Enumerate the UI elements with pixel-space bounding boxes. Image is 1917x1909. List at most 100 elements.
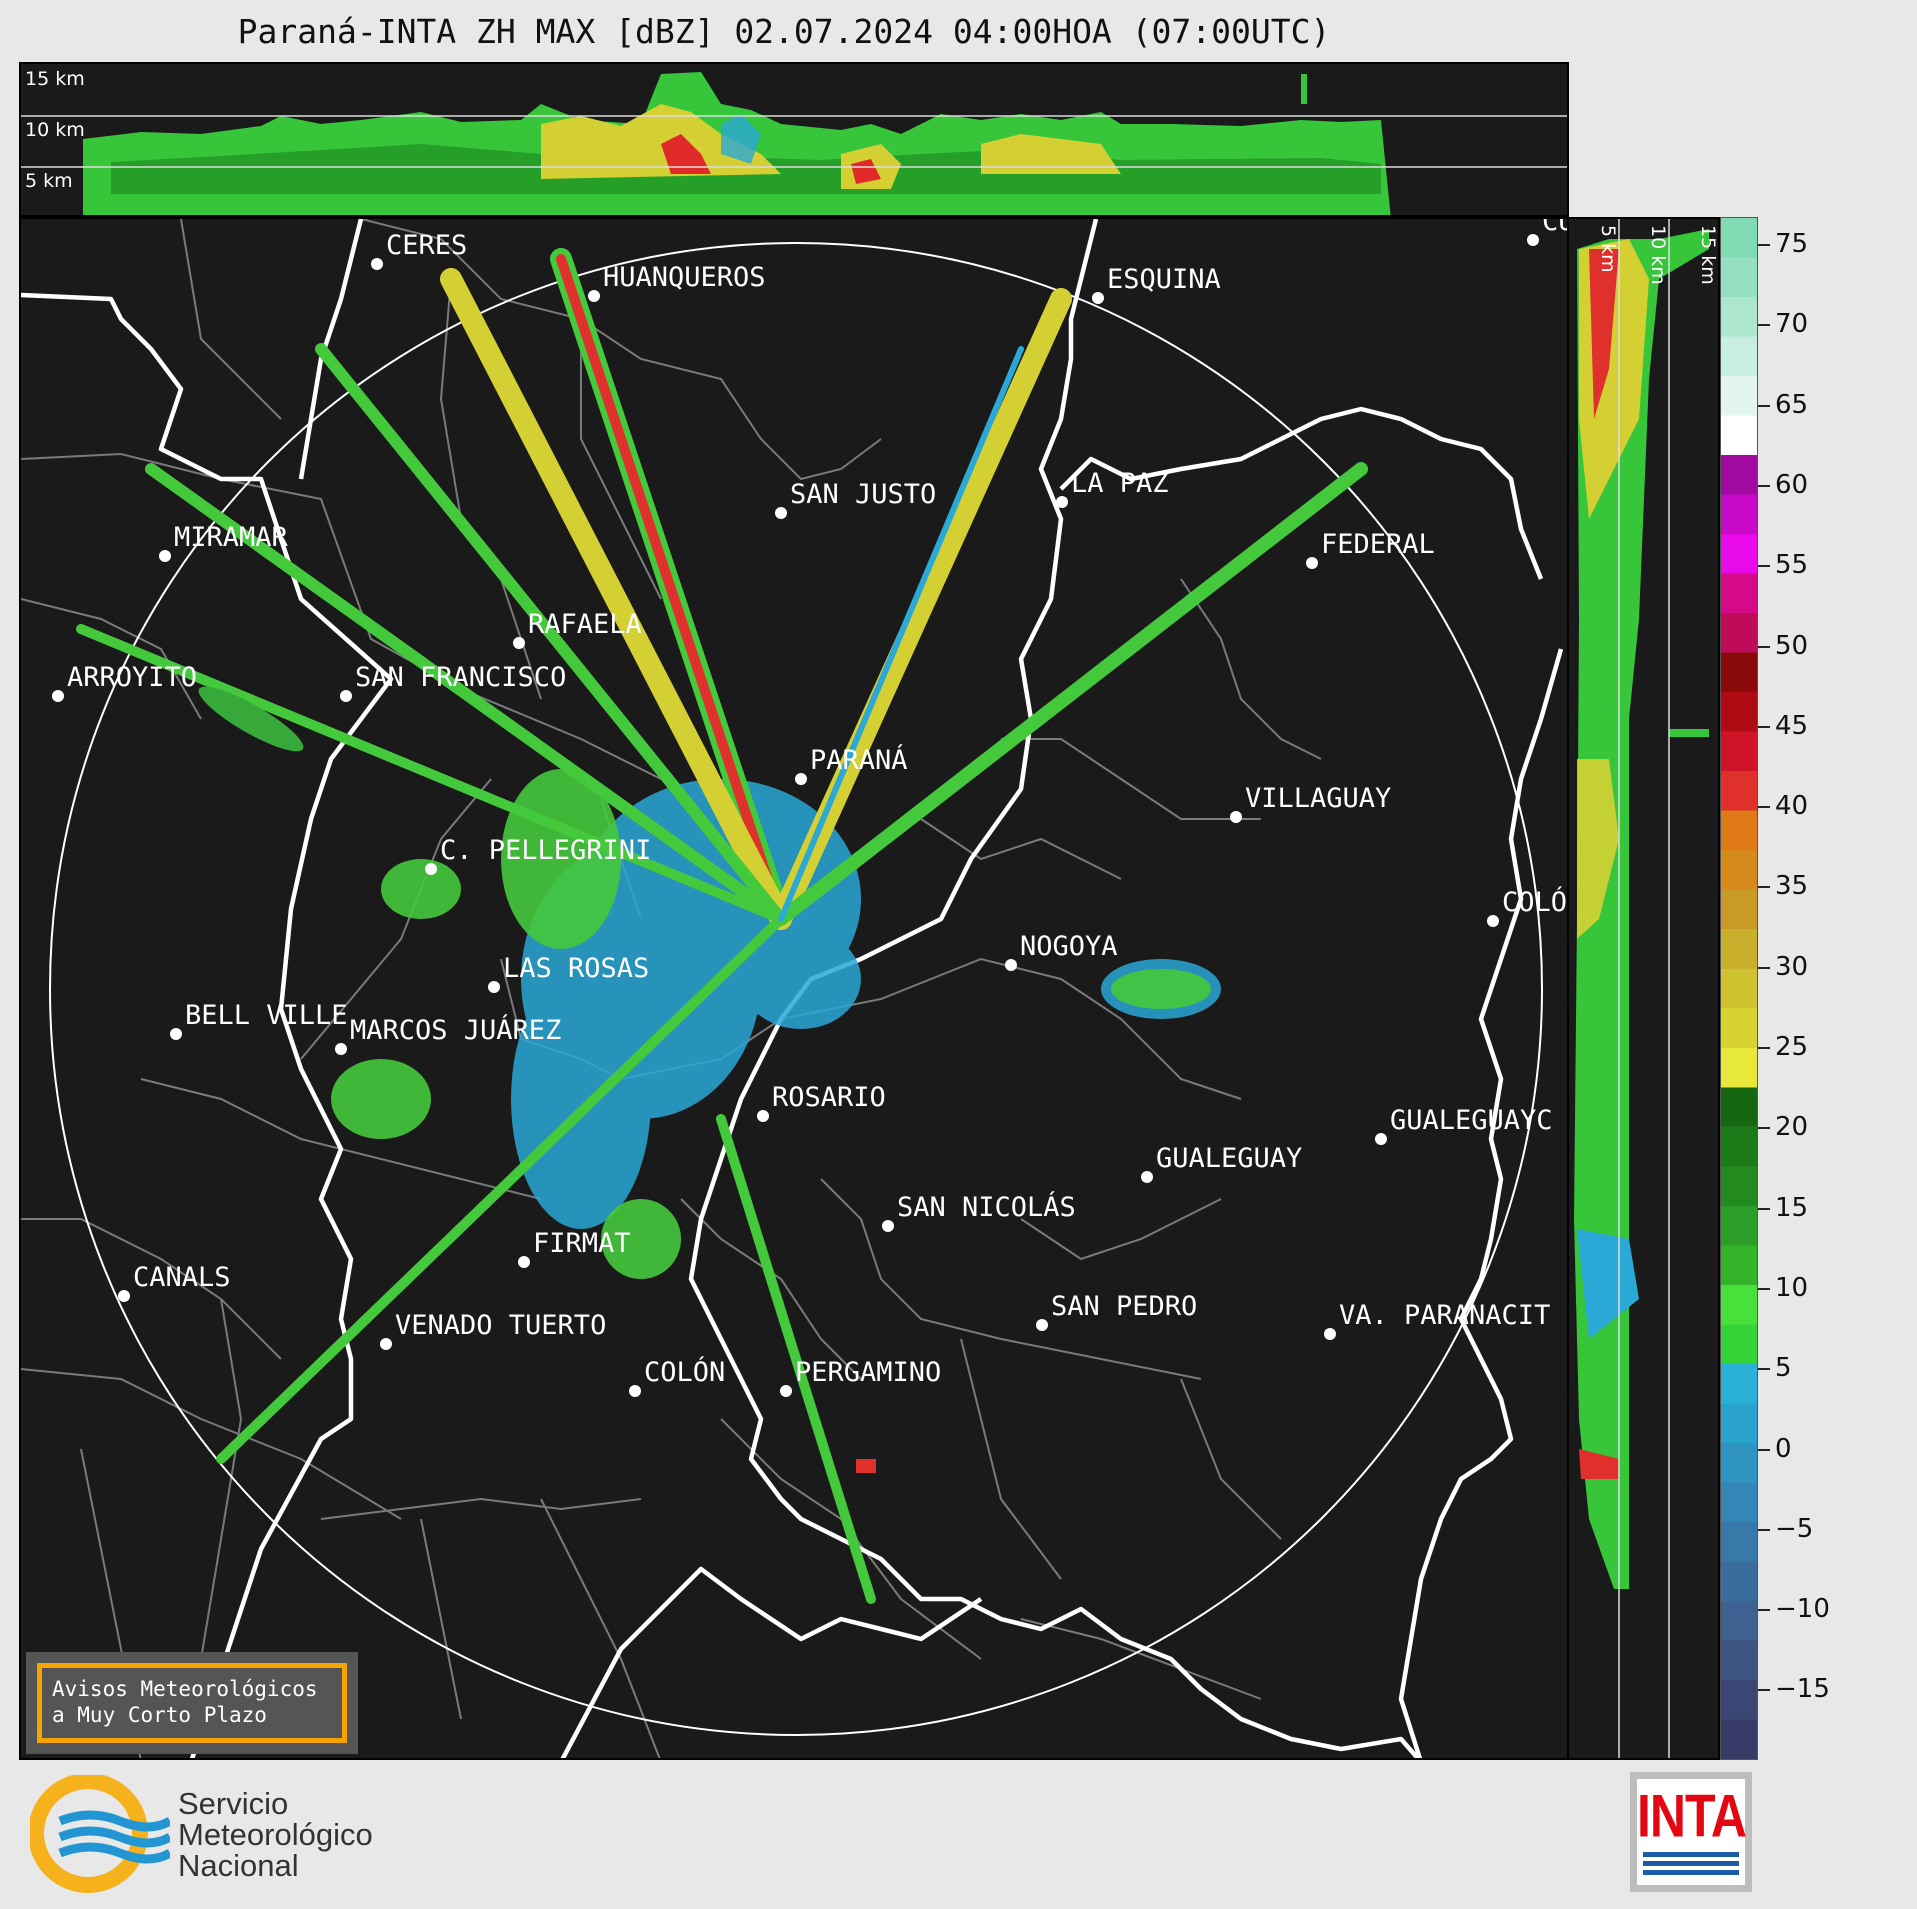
colorbar-tick-label: 35 [1775,871,1809,902]
city-label-bell-ville: BELL VILLE [185,1000,348,1031]
colorbar-tick-mark [1758,1368,1770,1371]
colorbar-tick-mark [1758,806,1770,809]
colorbar-tick-label: 25 [1775,1032,1809,1062]
city-label-san-nicolas: SAN NICOLÁS [897,1191,1076,1223]
city-label-la-paz: LA PAZ [1071,468,1169,499]
colorbar-tick-label: 0 [1775,1433,1792,1464]
side-height-label-15km: 15 km [1697,225,1719,285]
city-dot-cu [1527,234,1539,246]
smn-line2: Meteorológico [178,1817,373,1852]
colorbar-tick-label: 55 [1775,550,1809,581]
colorbar-tick-label: 5 [1775,1353,1792,1384]
city-label-ceres: CERES [386,230,467,261]
colorbar-tick-mark [1758,966,1770,969]
height-label-10km: 10 km [25,119,85,141]
city-label-huanqueros: HUANQUEROS [603,262,766,293]
city-dot-canals [118,1290,130,1302]
city-dot-san-nicolas [882,1220,894,1232]
city-label-colo: COLÓ [1502,886,1567,918]
side-height-label-10km: 10 km [1647,225,1669,285]
colorbar-tick-mark [1758,324,1770,327]
city-label-arroyito: ARROYITO [67,662,197,693]
city-label-san-pedro: SAN PEDRO [1051,1291,1197,1322]
city-dot-arroyito [52,690,64,702]
colorbar-tick-mark [1758,1127,1770,1130]
city-dot-gualeguayc [1375,1133,1387,1145]
city-label-gualeguay: GUALEGUAY [1156,1143,1302,1174]
colorbar-tick-label: 30 [1775,951,1809,982]
city-dot-rosario [757,1110,769,1122]
colorbar-tick-label: 40 [1775,791,1809,822]
colorbar-tick-mark [1758,244,1770,246]
smn-logo-icon [28,1773,173,1899]
city-dot-la-paz [1056,496,1068,508]
city-label-san-justo: SAN JUSTO [790,479,936,510]
map-title: Paraná-INTA ZH MAX [dBZ] 02.07.2024 04:0… [237,12,1331,51]
colorbar-tick-label: 50 [1775,630,1809,661]
city-label-miramar: MIRAMAR [174,522,289,553]
city-dot-federal [1306,557,1318,569]
top-echo-profile [83,72,1391,215]
city-label-gualeguayc: GUALEGUAYC [1390,1105,1553,1136]
colorbar-tick-mark [1758,404,1770,407]
smn-logo-text: Servicio Meteorológico Nacional [178,1788,373,1881]
colorbar-tick-mark [1758,886,1770,889]
city-dot-las-rosas [488,981,500,993]
city-dot-colo [1487,915,1499,927]
smn-line1: Servicio [178,1786,289,1821]
inta-logo: INTA [1630,1772,1752,1892]
city-dot-san-pedro [1036,1319,1048,1331]
sma-notice-box: Avisos Meteorológicos a Muy Corto Plazo [26,1652,358,1754]
city-dot-colon [629,1385,641,1397]
colorbar-tick-mark [1758,1287,1770,1290]
height-label-15km: 15 km [25,68,85,90]
city-dot-va-paranacit [1324,1328,1336,1340]
city-label-firmat: FIRMAT [533,1228,631,1259]
colorbar-tick-mark [1758,1528,1770,1531]
side-echo-profile [1574,229,1709,1589]
city-dot-rafaela [513,637,525,649]
city-dot-huanqueros [588,290,600,302]
city-dot-c-pellegrini [425,863,437,875]
colorbar-tick-label: 70 [1775,309,1809,340]
colorbar-tick-mark [1758,1207,1770,1210]
department-boundaries [21,219,1322,1758]
side-cross-section: 5 km 10 km 15 km [1569,217,1720,1760]
colorbar-tick-label: 20 [1775,1112,1809,1143]
top-cross-section: 15 km 10 km 5 km [19,62,1569,217]
city-label-canals: CANALS [133,1262,231,1293]
city-label-pergamino: PERGAMINO [795,1357,941,1388]
inta-logo-text: INTA [1637,1782,1747,1850]
dbz-colorbar [1720,217,1758,1760]
colorbar-tick-label: 65 [1775,389,1809,420]
city-label-esquina: ESQUINA [1107,264,1221,295]
colorbar-tick-mark [1758,565,1770,568]
radar-map[interactable]: CERES HUANQUEROS ESQUINA CU SAN JUSTO LA… [19,217,1569,1760]
city-label-san-francisco: SAN FRANCISCO [355,662,566,693]
colorbar-tick-mark [1758,1448,1770,1451]
colorbar-tick-mark [1758,725,1770,728]
city-label-parana: PARANÁ [810,744,908,776]
city-dot-miramar [159,550,171,562]
city-dot-venado-tuerto [380,1338,392,1350]
city-dot-esquina [1092,292,1104,304]
radar-echoes [76,248,1368,1604]
colorbar-tick-mark [1758,1689,1770,1692]
colorbar-tick-label: −15 [1775,1674,1830,1705]
colorbar-tick-mark [1758,645,1770,648]
city-dot-san-francisco [340,690,352,702]
colorbar-tick-mark [1758,1609,1770,1612]
colorbar-tick-label: 15 [1775,1192,1809,1223]
city-label-rafaela: RAFAELA [528,609,642,640]
colorbar-tick-mark [1758,1047,1770,1049]
city-label-colon: COLÓN [644,1356,725,1388]
colorbar-tick-label: 10 [1775,1272,1809,1303]
city-label-federal: FEDERAL [1321,529,1435,560]
city-label-las-rosas: LAS ROSAS [503,953,649,984]
smn-line3: Nacional [178,1848,299,1883]
city-dot-nogoya [1005,959,1017,971]
sma-notice-line2: a Muy Corto Plazo [52,1703,267,1727]
colorbar-tick-label: 60 [1775,469,1809,500]
city-dot-bell-ville [170,1028,182,1040]
city-label-villaguay: VILLAGUAY [1245,783,1391,814]
